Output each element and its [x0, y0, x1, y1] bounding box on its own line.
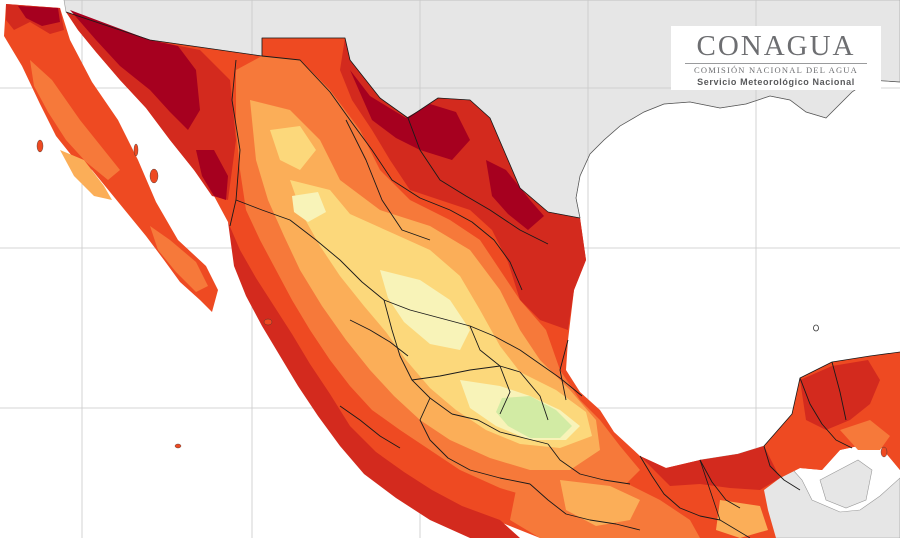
- us-gulf-coast: [575, 79, 900, 219]
- yucatan-orange: [840, 420, 890, 450]
- islas-marias: [263, 318, 273, 326]
- chiapas-light: [716, 500, 768, 538]
- baja-orange: [30, 60, 120, 180]
- tamaulipas-darkest: [486, 160, 544, 230]
- islands: [36, 139, 888, 458]
- belize-landmass: [819, 459, 873, 509]
- baja-darkest: [18, 6, 60, 26]
- caribbean-islet: [813, 324, 819, 332]
- central-pale-green: [496, 396, 572, 438]
- tabasco-dark: [640, 446, 780, 490]
- mexico-temperature-field: [4, 4, 900, 538]
- isla-cozumel: [880, 446, 888, 458]
- nw-dark: [66, 12, 236, 200]
- pacific-coast-dark: [228, 222, 520, 538]
- central-pale-yellow: [292, 192, 580, 440]
- logo-subtitle: COMISIÓN NACIONAL DEL AGUA: [694, 65, 858, 75]
- yucatan-dark: [800, 360, 880, 430]
- ne-dark: [340, 38, 586, 330]
- logo-title: CONAGUA: [696, 30, 856, 62]
- isla-tiburon: [149, 168, 159, 184]
- baja-california: [4, 4, 218, 312]
- nw-darkest: [70, 10, 200, 130]
- logo-divider: [685, 63, 867, 64]
- isla-angel: [133, 143, 139, 157]
- coastline: [65, 11, 900, 538]
- sonora-darkest-coast: [196, 150, 228, 200]
- state-borders: [229, 55, 853, 531]
- isla-socorro: [174, 443, 182, 449]
- isla-cedros: [36, 139, 44, 153]
- oaxaca-light: [560, 480, 640, 526]
- ne-darkest: [350, 70, 470, 160]
- conagua-logo: CONAGUA COMISIÓN NACIONAL DEL AGUA Servi…: [671, 26, 881, 90]
- logo-service: Servicio Meteorológico Nacional: [697, 77, 855, 87]
- baja-light: [60, 150, 112, 200]
- central-yellow: [270, 126, 592, 448]
- baja-south-orange: [150, 226, 208, 292]
